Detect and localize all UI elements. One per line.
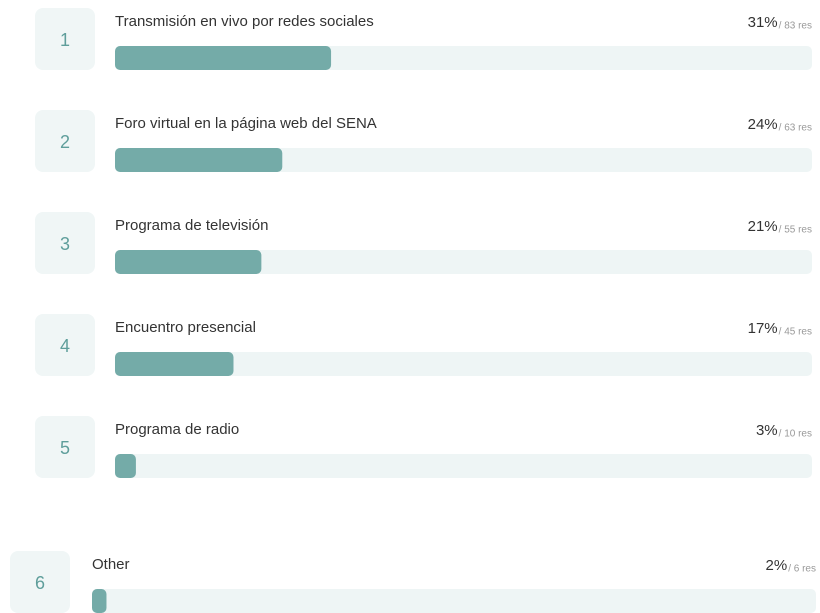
count-label: / 55 res: [779, 225, 812, 236]
bar: [115, 352, 234, 376]
rank-box: [35, 314, 95, 376]
bar-track: [92, 589, 816, 613]
percent-label: 21%: [748, 218, 778, 235]
rank-box: [35, 8, 95, 70]
rank-box: [10, 551, 70, 613]
bar: [115, 250, 262, 274]
rank-box: [35, 416, 95, 478]
rank: 3: [60, 234, 70, 254]
rank: 1: [60, 30, 70, 50]
bar: [115, 46, 332, 70]
percent-label: 17%: [748, 320, 778, 337]
option-label: Programa de radio: [115, 421, 239, 438]
rank: 6: [35, 573, 45, 593]
bar-track: [115, 148, 812, 172]
rank: 5: [60, 438, 70, 458]
option-label: Programa de televisión: [115, 217, 268, 234]
percent-label: 24%: [748, 116, 778, 133]
bar-track: [115, 250, 812, 274]
percent-label: 2%: [766, 557, 788, 574]
count-label: / 10 res: [779, 429, 812, 440]
rank-box: [35, 212, 95, 274]
count-label: / 6 res: [788, 564, 816, 575]
result-row: 2 Foro virtual en la página web del SENA /…: [35, 110, 812, 172]
rank: 4: [60, 336, 70, 356]
count-label: / 45 res: [779, 327, 812, 338]
option-label: Transmisión en vivo por redes sociales: [115, 13, 374, 30]
percent-label: 31%: [748, 14, 778, 31]
percent-label: 3%: [756, 422, 778, 439]
bar-track: [115, 454, 812, 478]
count-label: / 63 res: [779, 123, 812, 134]
result-row: 1 Transmisión en vivo por redes sociales /…: [35, 8, 812, 70]
rank: 2: [60, 132, 70, 152]
bar: [92, 589, 107, 613]
bar: [115, 454, 136, 478]
option-label: Other: [92, 556, 130, 573]
rank-box: [35, 110, 95, 172]
bar-track: [115, 352, 812, 376]
count-label: / 83 res: [779, 21, 812, 32]
option-label: Foro virtual en la página web del SENA: [115, 115, 377, 132]
bar: [115, 148, 283, 172]
option-label: Encuentro presencial: [115, 319, 256, 336]
